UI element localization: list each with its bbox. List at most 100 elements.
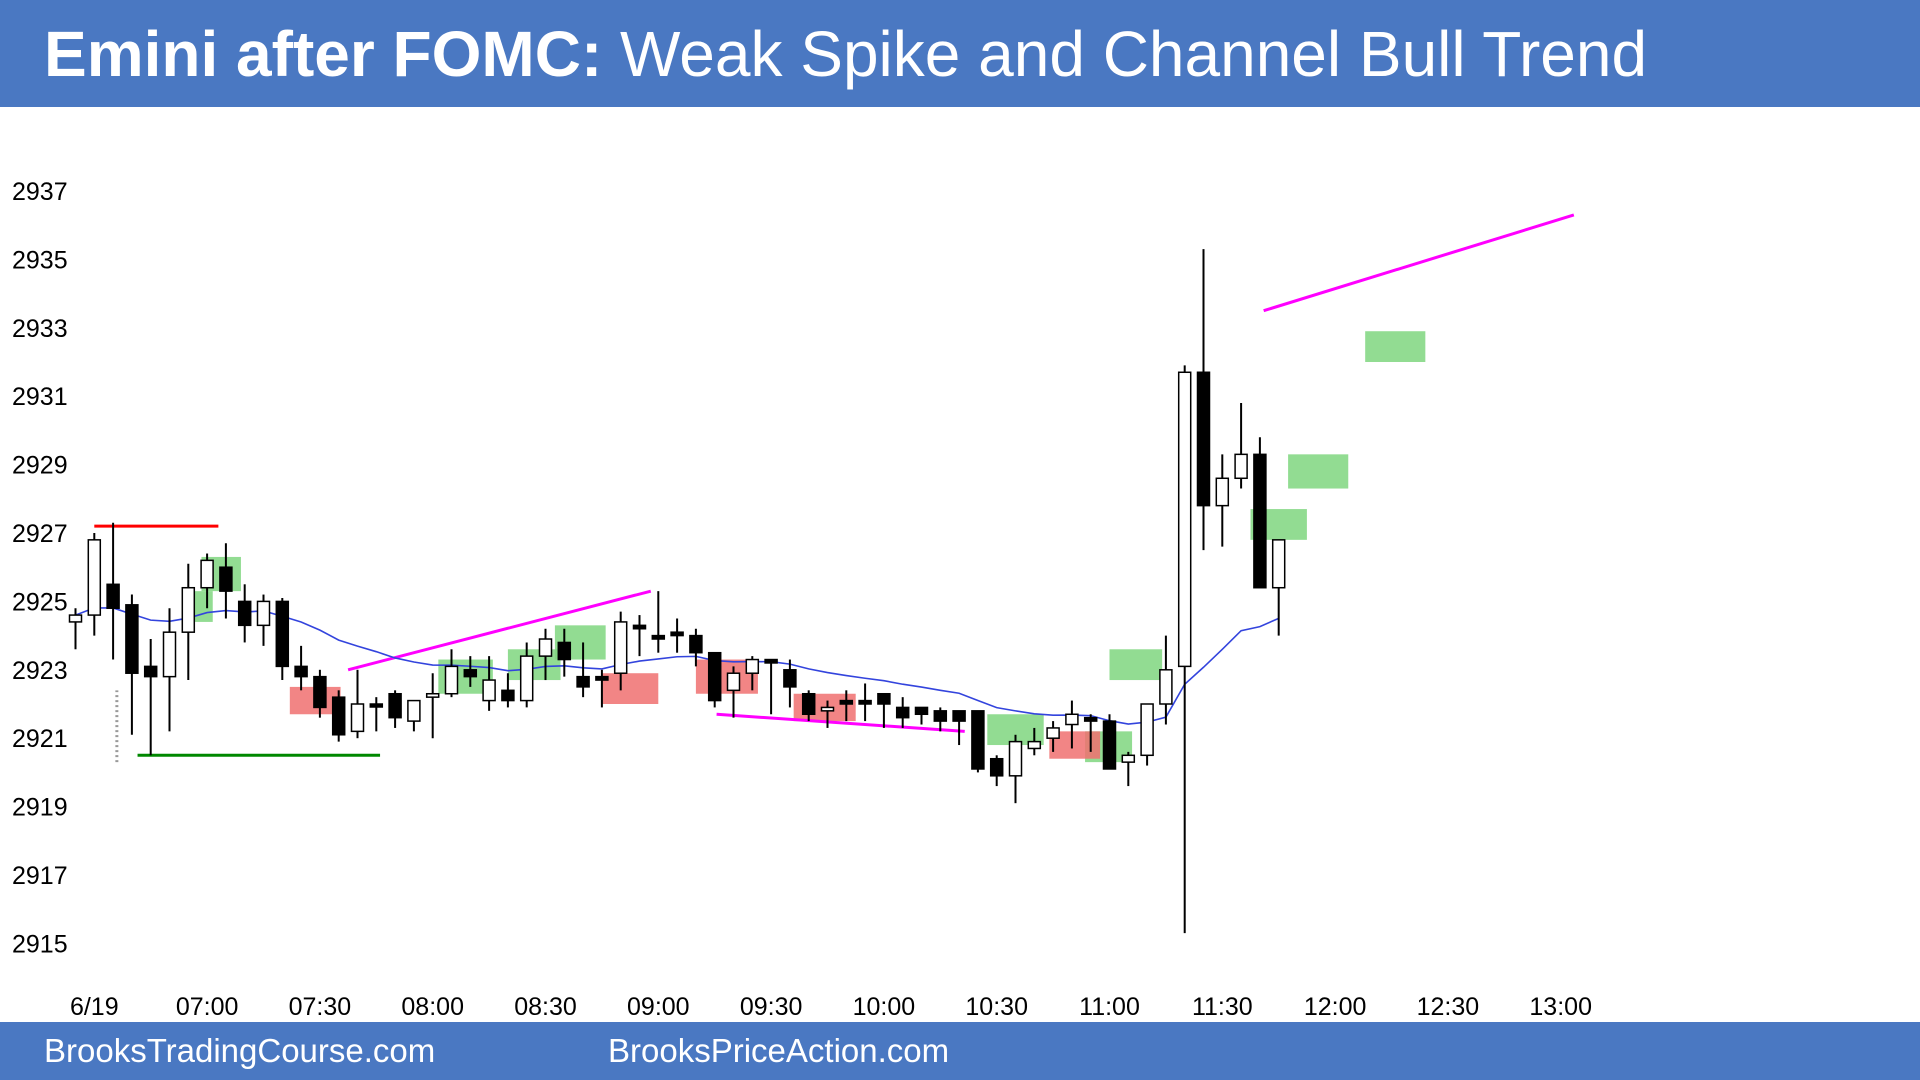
bear-candle-body	[106, 583, 120, 609]
bear-candle-body	[463, 669, 478, 678]
y-tick-label: 2921	[12, 725, 68, 753]
candle	[820, 700, 835, 728]
bull-signal-box	[1109, 649, 1163, 681]
bull-candle-body	[820, 706, 835, 712]
bear-candle-body	[839, 699, 854, 705]
candle	[839, 690, 854, 722]
x-tick-label: 08:30	[514, 993, 577, 1021]
candle	[444, 649, 459, 698]
trend-line	[1263, 213, 1575, 313]
bear-candle-body	[801, 692, 816, 716]
y-tick-label: 2931	[12, 383, 68, 411]
bull-candle-body	[407, 699, 421, 722]
x-axis: 6/19 07:00 07:30 08:00 08:30 09:00 09:30 10:00 1…	[70, 993, 1592, 1021]
bear-candle-body	[989, 757, 1004, 777]
page-title: Emini after FOMC: Weak Spike and Channel…	[44, 18, 1647, 90]
bull-candle-body	[1027, 740, 1042, 750]
bear-candle-body	[895, 706, 910, 719]
x-tick-label: 6/19	[70, 993, 119, 1021]
bull-candle-body	[726, 672, 741, 692]
bear-candle-body	[933, 710, 948, 722]
bear-candle-body	[125, 604, 139, 674]
trend-line	[347, 589, 652, 672]
candle	[1140, 703, 1154, 766]
candle	[933, 707, 948, 732]
bear-candle-body	[1253, 453, 1267, 589]
candle	[482, 656, 496, 711]
candle	[1065, 700, 1079, 749]
bull-candle-body	[482, 679, 496, 702]
x-tick-label: 12:30	[1417, 993, 1480, 1021]
x-tick-label: 09:00	[627, 993, 690, 1021]
bull-candle-body	[68, 614, 83, 623]
bear-candle-body	[219, 566, 233, 592]
bear-signal-box	[601, 673, 659, 704]
x-tick-label: 10:30	[965, 993, 1028, 1021]
title-bold: Emini after FOMC:	[44, 18, 603, 90]
bear-candle-body	[1196, 371, 1211, 507]
candle	[632, 615, 647, 657]
bear-candle-body	[388, 692, 402, 719]
x-tick-label: 10:00	[853, 993, 916, 1021]
candle	[463, 656, 478, 687]
bear-candle-body	[689, 634, 703, 654]
bull-candle-body	[181, 586, 196, 633]
candle	[407, 699, 421, 732]
bull-candle-body	[1215, 477, 1230, 507]
bull-signal-box	[507, 649, 561, 681]
candle	[726, 666, 741, 718]
candle	[1008, 734, 1023, 804]
bear-candle-body	[952, 710, 966, 722]
bear-candle-body	[294, 665, 308, 678]
candle	[670, 618, 684, 653]
bull-signal-box	[1365, 331, 1426, 362]
bull-candle-body	[538, 638, 553, 657]
bear-candle-body	[313, 675, 327, 709]
title-banner: Emini after FOMC: Weak Spike and Channel…	[0, 0, 1920, 107]
candle	[369, 697, 384, 732]
bull-candle-body	[200, 559, 214, 589]
candle	[971, 710, 985, 773]
bull-candle-body	[1046, 727, 1060, 739]
y-tick-label: 2925	[12, 588, 68, 616]
bear-candle-body	[783, 669, 797, 688]
candle	[1046, 721, 1060, 752]
bull-candle-body	[162, 631, 177, 678]
x-tick-label: 07:00	[176, 993, 239, 1021]
candle	[350, 669, 365, 739]
y-tick-label: 2915	[12, 930, 68, 958]
candle	[1271, 539, 1286, 636]
candle	[707, 651, 722, 708]
bear-candle-body	[369, 703, 384, 708]
bear-candle-body	[914, 706, 929, 716]
bull-candle-body	[1271, 539, 1286, 589]
bear-candle-body	[651, 634, 666, 640]
y-tick-label: 2937	[12, 178, 68, 206]
bull-candle-body	[444, 665, 459, 695]
candle	[1083, 714, 1098, 752]
x-tick-label: 08:00	[401, 993, 464, 1021]
candle	[313, 669, 327, 718]
bear-candle-body	[858, 699, 872, 705]
bear-candle-body	[707, 651, 722, 702]
y-tick-label: 2923	[12, 657, 68, 685]
candle	[595, 669, 609, 708]
candle	[801, 690, 816, 722]
bear-candle-body	[595, 675, 609, 681]
candle	[557, 628, 572, 677]
candle	[745, 656, 760, 691]
trend-line	[716, 712, 965, 733]
footer-link-trading-course[interactable]: BrooksTradingCourse.com	[44, 1032, 436, 1069]
bear-candle-body	[237, 600, 252, 627]
candle	[106, 522, 120, 660]
candle	[1177, 365, 1192, 934]
bear-candle-body	[1083, 716, 1098, 722]
bear-candle-body	[557, 641, 572, 661]
y-axis: 2915 2917 2919 2921 2923 2925 2927 2929 2931 2933…	[12, 178, 68, 958]
y-tick-label: 2927	[12, 520, 68, 548]
candle	[501, 673, 515, 708]
candle	[1253, 437, 1267, 589]
footer-link-price-action[interactable]: BrooksPriceAction.com	[608, 1032, 950, 1069]
y-tick-label: 2935	[12, 246, 68, 274]
y-tick-label: 2919	[12, 794, 68, 822]
